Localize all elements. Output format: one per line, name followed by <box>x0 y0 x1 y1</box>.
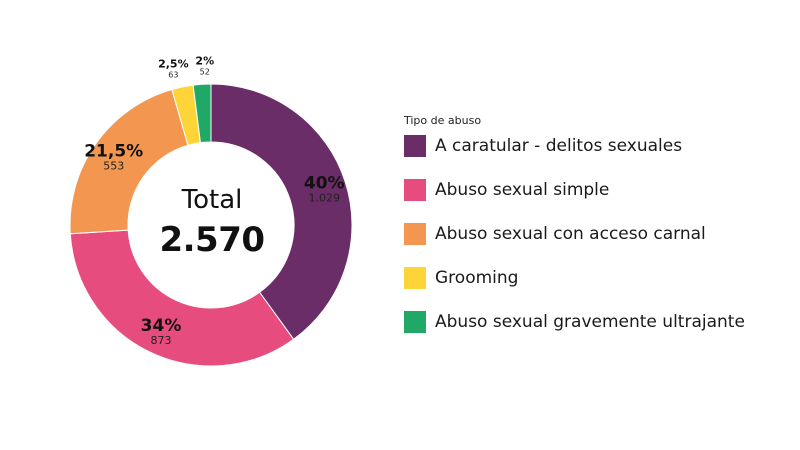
slice-value-label: 553 <box>103 159 124 172</box>
slice-value-label: 63 <box>168 70 178 79</box>
legend-label: Abuso sexual simple <box>435 180 610 200</box>
legend-label: Abuso sexual con acceso carnal <box>435 224 706 244</box>
slice-percent-label: 40% <box>304 173 345 193</box>
donut-slices <box>69 83 353 367</box>
legend-swatch <box>404 311 426 333</box>
total-value: 2.570 <box>159 220 265 260</box>
legend: Tipo de abuso A caratular - delitos sexu… <box>404 114 745 355</box>
total-title: Total <box>181 185 243 215</box>
legend-swatch <box>404 179 426 201</box>
slice-labels: 40%1.029 34%873 21,5%553 2,5%63 2%52 <box>84 54 344 346</box>
slice-value-label: 873 <box>151 334 172 347</box>
donut-slice <box>69 229 295 367</box>
legend-item: Abuso sexual simple <box>404 179 745 201</box>
legend-item: Abuso sexual con acceso carnal <box>404 223 745 245</box>
slice-percent-label: 21,5% <box>84 141 143 161</box>
slice-percent-label: 2,5% <box>158 57 189 70</box>
slice-percent-label: 2% <box>195 54 214 67</box>
slice-value-label: 52 <box>200 67 210 76</box>
legend-label: Abuso sexual gravemente ultrajante <box>435 312 745 332</box>
legend-items: A caratular - delitos sexuales Abuso sexu… <box>404 135 745 333</box>
legend-item: Grooming <box>404 267 745 289</box>
legend-swatch <box>404 223 426 245</box>
legend-title: Tipo de abuso <box>404 114 482 127</box>
donut-slice <box>192 83 212 144</box>
legend-swatch <box>404 135 426 157</box>
slice-percent-label: 34% <box>141 316 182 336</box>
slice-value-label: 1.029 <box>308 191 340 204</box>
legend-item: A caratular - delitos sexuales <box>404 135 745 157</box>
donut-slice <box>210 83 353 340</box>
legend-label: Grooming <box>435 268 519 288</box>
legend-label: A caratular - delitos sexuales <box>435 136 683 156</box>
donut-slice <box>69 88 189 235</box>
legend-item: Abuso sexual gravemente ultrajante <box>404 311 745 333</box>
legend-swatch <box>404 267 426 289</box>
